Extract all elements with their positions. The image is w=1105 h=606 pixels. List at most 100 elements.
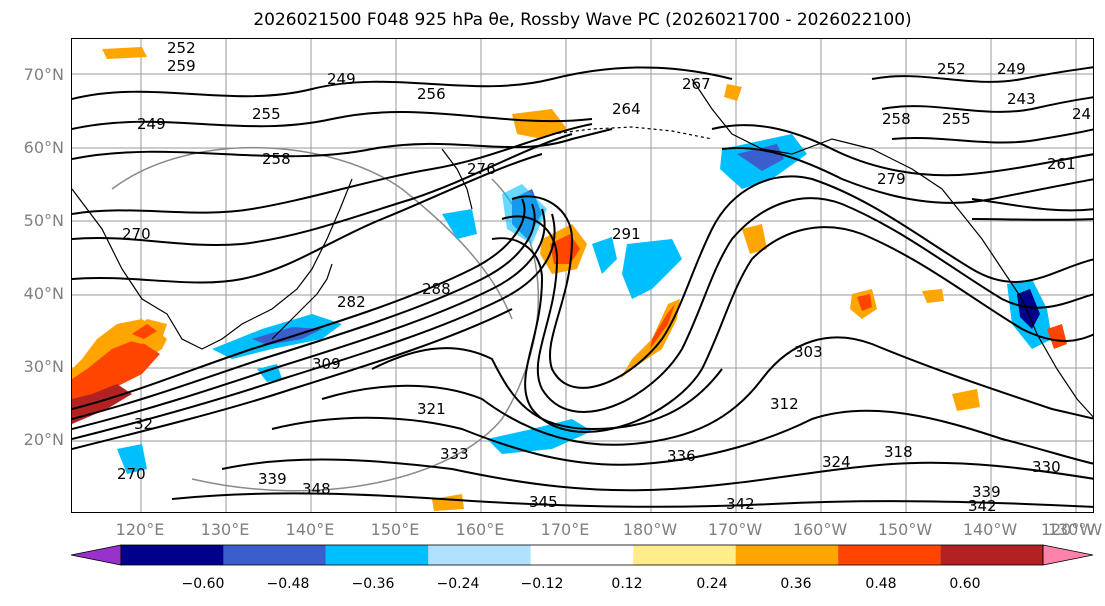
anomaly-positive-california bbox=[1047, 324, 1067, 349]
lon-label-130e: 130°E bbox=[200, 520, 250, 539]
contour-line bbox=[371, 347, 723, 431]
coastline-alaska bbox=[691, 78, 1093, 418]
contour-label: 249 bbox=[997, 60, 1026, 78]
anomaly-strong-asia-coast bbox=[72, 339, 160, 409]
anomaly-strong-east-1 bbox=[857, 294, 872, 311]
anomaly-negative-scs bbox=[117, 444, 147, 474]
anomaly-positive-east-4 bbox=[742, 224, 767, 254]
contour-label: 270 bbox=[122, 225, 151, 243]
colorbar-tick-label: 0.36 bbox=[780, 576, 812, 592]
contour-line bbox=[321, 336, 1093, 446]
anomaly-negative-central bbox=[592, 237, 617, 274]
contour-label: 255 bbox=[252, 105, 281, 123]
anomaly-negative-dateline bbox=[622, 239, 682, 299]
lat-label-60n: 60°N bbox=[23, 138, 64, 157]
contour-label: 276 bbox=[467, 160, 496, 178]
contour-label: 259 bbox=[167, 57, 196, 75]
contour-label: 342 bbox=[726, 495, 755, 513]
lon-label-180w: 180°W bbox=[622, 520, 678, 539]
contour-line bbox=[72, 153, 543, 284]
colorbar-segments bbox=[70, 544, 1094, 566]
contour-label: 330 bbox=[1032, 458, 1061, 476]
contour-line bbox=[72, 208, 546, 430]
contour-line bbox=[721, 147, 1093, 204]
lon-label-160w: 160°W bbox=[792, 520, 848, 539]
anomaly-positive-bering-east bbox=[724, 84, 742, 101]
contour-label: 348 bbox=[302, 480, 331, 498]
contour-label: 256 bbox=[417, 85, 446, 103]
anomaly-positive-northwest bbox=[102, 47, 147, 59]
anomaly-negative-kamchatka bbox=[442, 209, 477, 239]
lon-label-160e: 160°E bbox=[455, 520, 505, 539]
contour-label: 270 bbox=[117, 465, 146, 483]
anomaly-strong-california bbox=[1017, 289, 1040, 329]
colorbar-tick-label: −0.36 bbox=[351, 576, 395, 592]
colorbar-segment bbox=[633, 545, 736, 565]
contour-label: 249 bbox=[137, 115, 166, 133]
contour-label: 342 bbox=[968, 497, 997, 513]
contour-line bbox=[711, 124, 1093, 177]
lon-label-150e: 150°E bbox=[370, 520, 420, 539]
colorbar-segment bbox=[325, 545, 429, 565]
colorbar-segment bbox=[428, 545, 531, 565]
anomaly-positive-east-2 bbox=[922, 289, 944, 303]
contour-label: 32 bbox=[134, 415, 153, 433]
lat-label-40n: 40°N bbox=[23, 284, 64, 303]
contour-label: 261 bbox=[1047, 155, 1076, 173]
contour-label: 324 bbox=[822, 453, 851, 471]
contour-label: 258 bbox=[262, 150, 291, 168]
lon-label-140w: 140°W bbox=[962, 520, 1018, 539]
contour-line bbox=[171, 492, 1093, 508]
contour-label: 321 bbox=[417, 400, 446, 418]
colorbar-border bbox=[120, 544, 1044, 566]
contour-label: 249 bbox=[327, 70, 356, 88]
contour-line bbox=[72, 111, 593, 130]
map-panel: 252 249 249 255 258 256 259 267 264 252 … bbox=[71, 38, 1094, 513]
colorbar-extension-high bbox=[1042, 544, 1094, 566]
colorbar-tick-label: −0.24 bbox=[436, 576, 480, 592]
lon-label-140e: 140°E bbox=[285, 520, 335, 539]
contour-line bbox=[72, 128, 613, 160]
contour-line bbox=[72, 308, 513, 450]
colorbar-segment bbox=[735, 545, 839, 565]
contour-line bbox=[491, 226, 1093, 433]
contour-line bbox=[891, 128, 1093, 144]
anomaly-strong-honshu bbox=[132, 324, 157, 339]
anomaly-strong-ridge bbox=[650, 304, 675, 349]
contour-label: 255 bbox=[942, 110, 971, 128]
contour-line bbox=[881, 96, 1093, 113]
colorbar-extension-low bbox=[70, 544, 122, 566]
contour-label-group: 252 249 249 255 258 256 259 267 264 252 … bbox=[117, 39, 1091, 513]
contour-line bbox=[72, 203, 536, 420]
contour-line bbox=[72, 198, 526, 410]
contour-label: 282 bbox=[337, 293, 366, 311]
contour-label: 333 bbox=[440, 445, 469, 463]
contour-label: 291 bbox=[612, 225, 641, 243]
lon-label-120w: 120°W bbox=[1040, 520, 1096, 539]
colorbar-segment bbox=[223, 545, 326, 565]
contour-line bbox=[271, 409, 1093, 466]
lon-label-150w: 150°W bbox=[877, 520, 933, 539]
contour-line bbox=[511, 175, 1093, 389]
contour-label: 264 bbox=[612, 100, 641, 118]
coastline-japan bbox=[271, 263, 333, 340]
colorbar-tick-label: 0.48 bbox=[865, 576, 897, 592]
contour-label: 24 bbox=[1072, 105, 1091, 123]
lat-label-20n: 20°N bbox=[23, 430, 64, 449]
coastline-aleutians bbox=[551, 126, 713, 140]
anomaly-positive-bering bbox=[512, 109, 567, 139]
colorbar-tick-label: −0.12 bbox=[520, 576, 564, 592]
theta-e-contours bbox=[72, 66, 1093, 508]
contour-line bbox=[72, 66, 733, 100]
contour-label: 336 bbox=[667, 447, 696, 465]
contour-label: 243 bbox=[1007, 90, 1036, 108]
map-plot: 252 249 249 255 258 256 259 267 264 252 … bbox=[72, 39, 1093, 513]
contour-line bbox=[871, 66, 1093, 83]
colorbar bbox=[70, 544, 1094, 566]
contour-line bbox=[501, 197, 1093, 413]
colorbar-tick-label: 0.24 bbox=[696, 576, 728, 592]
coastline-kamchatka bbox=[441, 148, 473, 210]
contour-label: 288 bbox=[422, 280, 451, 298]
lon-label-120e: 120°E bbox=[115, 520, 165, 539]
contour-label: 267 bbox=[682, 75, 711, 93]
